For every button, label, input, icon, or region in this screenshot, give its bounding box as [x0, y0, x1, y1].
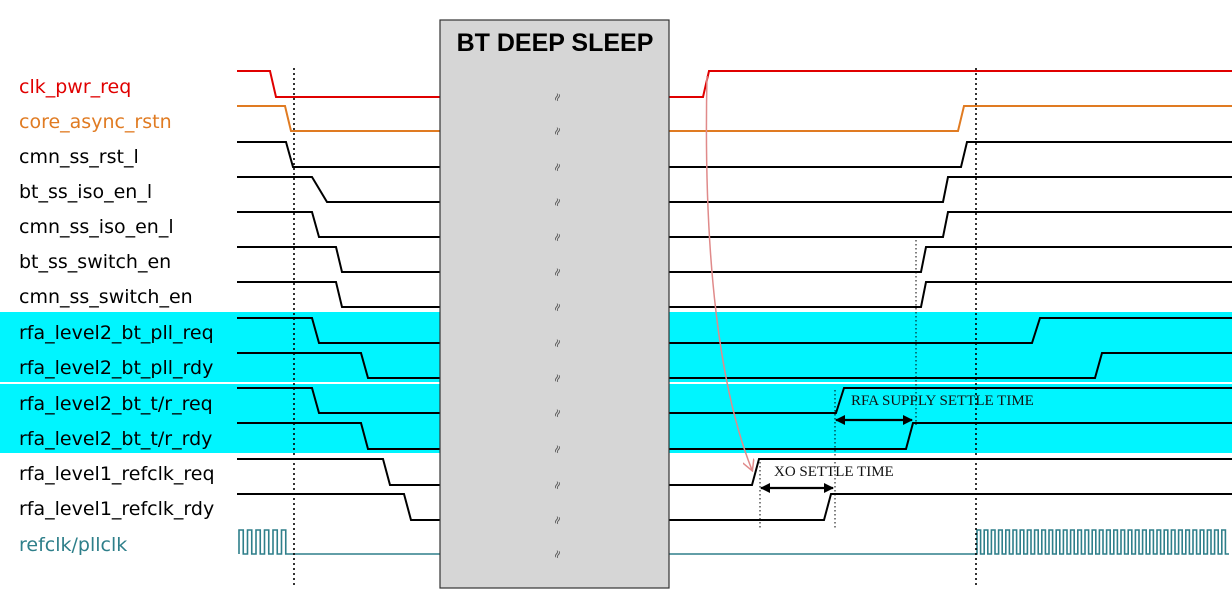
waveform-bt-ss-iso-en-l — [237, 176, 1232, 203]
signal-label-cmn-ss-rst-l: cmn_ss_rst_l — [19, 146, 139, 168]
signal-label-rfa-level2-bt-pll-req: rfa_level2_bt_pll_req — [19, 322, 214, 344]
timing-reference-lines — [293, 68, 977, 588]
waveform-rfa-level1-refclk-req — [237, 458, 1232, 486]
signal-label-cmn-ss-iso-en-l: cmn_ss_iso_en_l — [19, 216, 174, 238]
signal-label-refclk-pllclk: refclk/pllclk — [19, 534, 127, 556]
deep-sleep-region: BT DEEP SLEEP ≈ ≈ ≈ ≈ ≈ ≈ ≈ ≈ ≈ ≈ ≈ ≈ ≈ ≈ — [439, 19, 670, 589]
waveform-clk-pwr-req — [237, 70, 1232, 98]
signal-labels: clk_pwr_req core_async_rstn cmn_ss_rst_l… — [19, 76, 215, 556]
break-mark-12: ≈ — [550, 514, 565, 527]
waveform-bt-ss-switch-en — [237, 246, 1232, 273]
signal-label-rfa-level1-refclk-rdy: rfa_level1_refclk_rdy — [19, 498, 214, 520]
signal-label-core-async-rstn: core_async_rstn — [19, 111, 172, 133]
waveform-rfa-level2-bt-pll-rdy — [237, 352, 1232, 379]
deep-sleep-title: BT DEEP SLEEP — [457, 29, 654, 57]
rfa-supply-settle-annotation: RFA SUPPLY SETTLE TIME — [835, 393, 1034, 425]
signal-label-rfa-level2-bt-tr-rdy: rfa_level2_bt_t/r_rdy — [19, 428, 212, 450]
break-mark-8: ≈ — [550, 372, 565, 385]
waveform-refclk-pllclk — [238, 529, 1229, 555]
break-mark-9: ≈ — [550, 407, 565, 420]
waveform-rfa-level1-refclk-rdy — [237, 493, 1232, 521]
signal-label-cmn-ss-switch-en: cmn_ss_switch_en — [19, 286, 193, 308]
causality-arrow — [705, 75, 752, 470]
break-mark-5: ≈ — [550, 266, 565, 279]
break-mark-13: ≈ — [550, 548, 565, 561]
xo-settle-annotation: XO SETTLE TIME — [760, 464, 894, 493]
waveform-cmn-ss-iso-en-l — [237, 211, 1232, 238]
waveform-core-async-rstn — [237, 105, 1232, 132]
rfa-supply-settle-label: RFA SUPPLY SETTLE TIME — [851, 393, 1034, 409]
break-mark-6: ≈ — [550, 301, 565, 314]
break-marks: ≈ ≈ ≈ ≈ ≈ ≈ ≈ ≈ ≈ ≈ ≈ ≈ ≈ ≈ — [550, 91, 565, 561]
signal-label-bt-ss-iso-en-l: bt_ss_iso_en_l — [19, 181, 152, 203]
waveform-rfa-level2-bt-pll-req — [237, 317, 1232, 344]
break-mark-11: ≈ — [550, 479, 565, 492]
waveform-cmn-ss-switch-en — [237, 281, 1232, 308]
break-mark-2: ≈ — [550, 161, 565, 174]
signal-label-clk-pwr-req: clk_pwr_req — [19, 76, 131, 98]
break-mark-3: ≈ — [550, 196, 565, 209]
signal-label-bt-ss-switch-en: bt_ss_switch_en — [19, 251, 171, 273]
signal-label-rfa-level2-bt-tr-req: rfa_level2_bt_t/r_req — [19, 393, 213, 415]
deep-sleep-box — [439, 19, 670, 589]
waveform-cmn-ss-rst-l — [237, 141, 1232, 168]
break-mark-0: ≈ — [550, 91, 565, 104]
break-mark-1: ≈ — [550, 125, 565, 138]
xo-settle-label: XO SETTLE TIME — [774, 464, 894, 480]
break-mark-10: ≈ — [550, 443, 565, 456]
signal-label-rfa-level1-refclk-req: rfa_level1_refclk_req — [19, 463, 215, 485]
signal-label-rfa-level2-bt-pll-rdy: rfa_level2_bt_pll_rdy — [19, 357, 213, 379]
break-mark-4: ≈ — [550, 231, 565, 244]
break-mark-7: ≈ — [550, 337, 565, 350]
